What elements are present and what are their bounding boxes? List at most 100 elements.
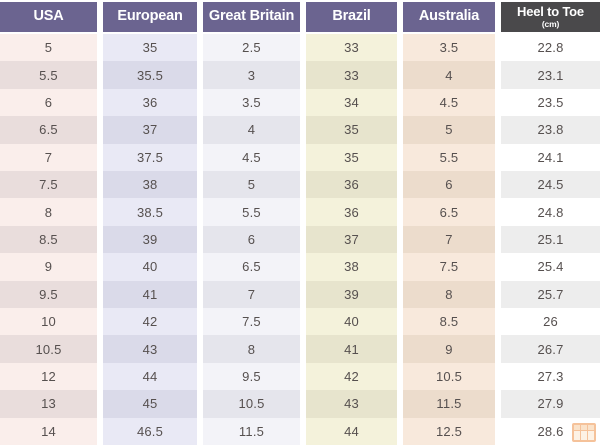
table-cell-usa-row-9: 9 (0, 253, 97, 281)
table-cell-brazil-row-13: 42 (306, 362, 397, 391)
table-cell-great-britain-row-5: 4.5 (203, 143, 300, 171)
table-cell-usa-row-13: 12 (0, 362, 97, 391)
table-cell-heel-to-toe-row-12: 26.7 (501, 335, 600, 363)
table-cell-european-row-1: 35 (103, 34, 197, 62)
table-cell-european-row-3: 36 (103, 88, 197, 117)
table-cell-european-row-6: 38 (103, 170, 197, 199)
table-cell-heel-to-toe-row-1: 22.8 (501, 34, 600, 62)
table-cell-australia-row-9: 7.5 (403, 253, 495, 281)
table-cell-usa-row-1: 5 (0, 34, 97, 62)
table-cell-heel-to-toe-row-3: 23.5 (501, 88, 600, 117)
table-cell-heel-to-toe-row-6: 24.5 (501, 170, 600, 199)
table-cell-heel-to-toe-row-10: 25.7 (501, 280, 600, 308)
table-cell-usa-row-11: 10 (0, 307, 97, 336)
table-cell-great-britain-row-9: 6.5 (203, 253, 300, 281)
table-cell-australia-row-11: 8.5 (403, 307, 495, 336)
table-cell-brazil-row-3: 34 (306, 88, 397, 117)
table-cell-australia-row-13: 10.5 (403, 362, 495, 391)
table-cell-great-britain-row-14: 10.5 (203, 390, 300, 418)
table-cell-european-row-12: 43 (103, 335, 197, 363)
table-cell-brazil-row-7: 36 (306, 198, 397, 226)
table-cell-brazil-row-9: 38 (306, 253, 397, 281)
table-cell-great-britain-row-11: 7.5 (203, 307, 300, 336)
grid-logo-cell (581, 431, 587, 440)
table-cell-usa-row-14: 13 (0, 390, 97, 418)
table-cell-brazil-row-14: 43 (306, 390, 397, 418)
column-header-sublabel: (cm) (541, 18, 560, 29)
table-cell-australia-row-8: 7 (403, 225, 495, 254)
table-cell-heel-to-toe-row-14: 27.9 (501, 390, 600, 418)
grid-logo-cell (588, 425, 594, 430)
table-cell-australia-row-5: 5.5 (403, 143, 495, 171)
table-cell-heel-to-toe-row-2: 23.1 (501, 61, 600, 89)
table-cell-heel-to-toe-row-8: 25.1 (501, 225, 600, 254)
table-cell-heel-to-toe-row-11: 26 (501, 307, 600, 336)
table-cell-european-row-5: 37.5 (103, 143, 197, 171)
table-cell-european-row-7: 38.5 (103, 198, 197, 226)
table-cell-usa-row-6: 7.5 (0, 170, 97, 199)
table-cell-european-row-15: 46.5 (103, 417, 197, 445)
table-cell-european-row-11: 42 (103, 307, 197, 336)
table-cell-european-row-2: 35.5 (103, 61, 197, 89)
column-header-label: European (117, 8, 183, 25)
table-cell-european-row-4: 37 (103, 116, 197, 144)
table-cell-australia-row-2: 4 (403, 61, 495, 89)
grid-logo-cell (588, 431, 594, 440)
column-header-usa: USA (0, 0, 97, 34)
table-cell-brazil-row-5: 35 (306, 143, 397, 171)
grid-logo-cell (581, 425, 587, 430)
table-cell-great-britain-row-15: 11.5 (203, 417, 300, 445)
table-cell-heel-to-toe-row-5: 24.1 (501, 143, 600, 171)
table-cell-australia-row-10: 8 (403, 280, 495, 308)
table-cell-european-row-8: 39 (103, 225, 197, 254)
table-cell-great-britain-row-6: 5 (203, 170, 300, 199)
table-cell-heel-to-toe-row-13: 27.3 (501, 362, 600, 391)
grid-logo-cell (574, 431, 580, 440)
column-header-label: Great Britain (208, 8, 295, 25)
table-cell-great-britain-row-13: 9.5 (203, 362, 300, 391)
column-header-brazil: Brazil (306, 0, 397, 34)
table-cell-brazil-row-15: 44 (306, 417, 397, 445)
column-header-label: USA (33, 8, 64, 25)
table-cell-usa-row-15: 14 (0, 417, 97, 445)
table-cell-australia-row-15: 12.5 (403, 417, 495, 445)
table-cell-brazil-row-12: 41 (306, 335, 397, 363)
table-cell-usa-row-8: 8.5 (0, 225, 97, 254)
column-header-australia: Australia (403, 0, 495, 34)
table-cell-great-britain-row-1: 2.5 (203, 34, 300, 62)
table-cell-brazil-row-6: 36 (306, 170, 397, 199)
column-header-great-britain: Great Britain (203, 0, 300, 34)
table-cell-usa-row-10: 9.5 (0, 280, 97, 308)
table-cell-australia-row-1: 3.5 (403, 34, 495, 62)
table-cell-usa-row-2: 5.5 (0, 61, 97, 89)
table-cell-usa-row-12: 10.5 (0, 335, 97, 363)
table-cell-australia-row-4: 5 (403, 116, 495, 144)
table-cell-great-britain-row-12: 8 (203, 335, 300, 363)
table-cell-great-britain-row-7: 5.5 (203, 198, 300, 226)
table-cell-australia-row-14: 11.5 (403, 390, 495, 418)
table-cell-usa-row-7: 8 (0, 198, 97, 226)
table-cell-australia-row-6: 6 (403, 170, 495, 199)
table-cell-european-row-13: 44 (103, 362, 197, 391)
column-header-label: Australia (418, 8, 480, 25)
table-cell-australia-row-3: 4.5 (403, 88, 495, 117)
table-cell-european-row-10: 41 (103, 280, 197, 308)
table-cell-brazil-row-1: 33 (306, 34, 397, 62)
column-header-heel-to-toe: Heel to Toe (cm) (501, 0, 600, 34)
column-header-label: Heel to Toe (517, 4, 584, 20)
table-cell-heel-to-toe-row-7: 24.8 (501, 198, 600, 226)
table-cell-great-britain-row-3: 3.5 (203, 88, 300, 117)
table-cell-great-britain-row-10: 7 (203, 280, 300, 308)
table-cell-great-britain-row-2: 3 (203, 61, 300, 89)
table-cell-brazil-row-10: 39 (306, 280, 397, 308)
table-cell-usa-row-3: 6 (0, 88, 97, 117)
table-cell-heel-to-toe-row-9: 25.4 (501, 253, 600, 281)
table-cell-brazil-row-11: 40 (306, 307, 397, 336)
table-cell-great-britain-row-8: 6 (203, 225, 300, 254)
table-cell-australia-row-12: 9 (403, 335, 495, 363)
grid-logo-cell (574, 425, 580, 430)
table-cell-brazil-row-8: 37 (306, 225, 397, 254)
table-cell-australia-row-7: 6.5 (403, 198, 495, 226)
column-header-label: Brazil (332, 8, 371, 25)
